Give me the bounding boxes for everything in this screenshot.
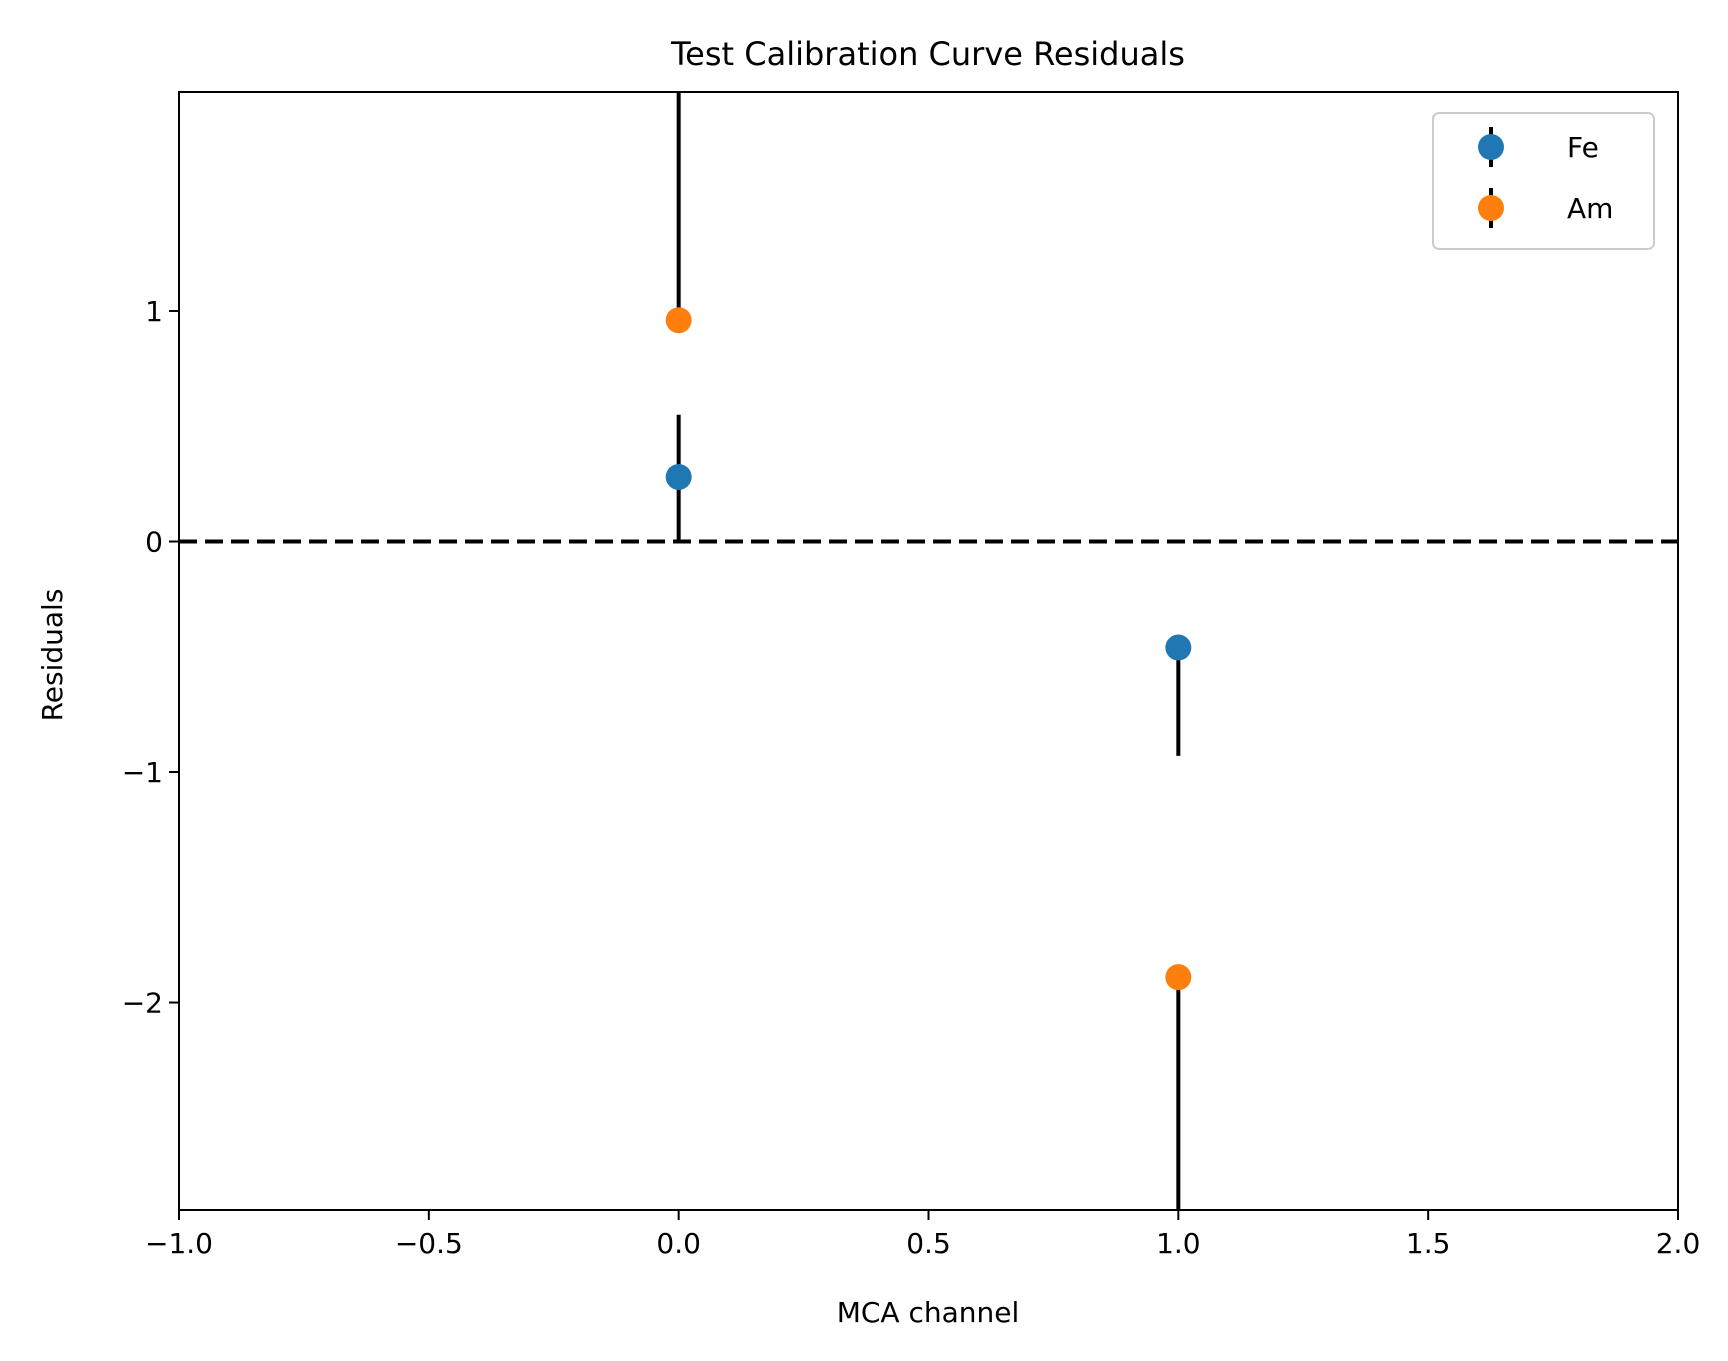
x-tick-label: 1.5 bbox=[1406, 1227, 1451, 1260]
legend-marker-fe bbox=[1478, 134, 1504, 160]
x-axis-label: MCA channel bbox=[837, 1296, 1020, 1329]
y-tick-label: −2 bbox=[122, 987, 163, 1020]
chart-title: Test Calibration Curve Residuals bbox=[670, 35, 1185, 73]
legend-box bbox=[1432, 112, 1655, 250]
plot-frame bbox=[178, 91, 1679, 1211]
x-tick-label: 2.0 bbox=[1656, 1227, 1701, 1260]
plot-area bbox=[179, 92, 1678, 1210]
data-point-fe bbox=[1165, 634, 1192, 661]
y-tick-label: 0 bbox=[145, 526, 163, 559]
legend-label-fe: Fe bbox=[1567, 131, 1599, 164]
x-tick-label: 1.0 bbox=[1156, 1227, 1201, 1260]
y-tick-label: −1 bbox=[122, 756, 163, 789]
legend-marker-am bbox=[1478, 195, 1504, 221]
legend: Fe Am bbox=[1432, 112, 1655, 250]
data-point-am bbox=[1165, 964, 1192, 991]
x-tick-label: 0.5 bbox=[906, 1227, 951, 1260]
x-tick-label: −0.5 bbox=[395, 1227, 463, 1260]
legend-label-am: Am bbox=[1567, 192, 1613, 225]
x-tick-label: −1.0 bbox=[145, 1227, 213, 1260]
y-axis-label: Residuals bbox=[36, 589, 69, 722]
data-point-am bbox=[665, 307, 692, 334]
x-tick-label: 0.0 bbox=[656, 1227, 701, 1260]
y-tick-label: 1 bbox=[145, 295, 163, 328]
data-point-fe bbox=[665, 463, 692, 490]
